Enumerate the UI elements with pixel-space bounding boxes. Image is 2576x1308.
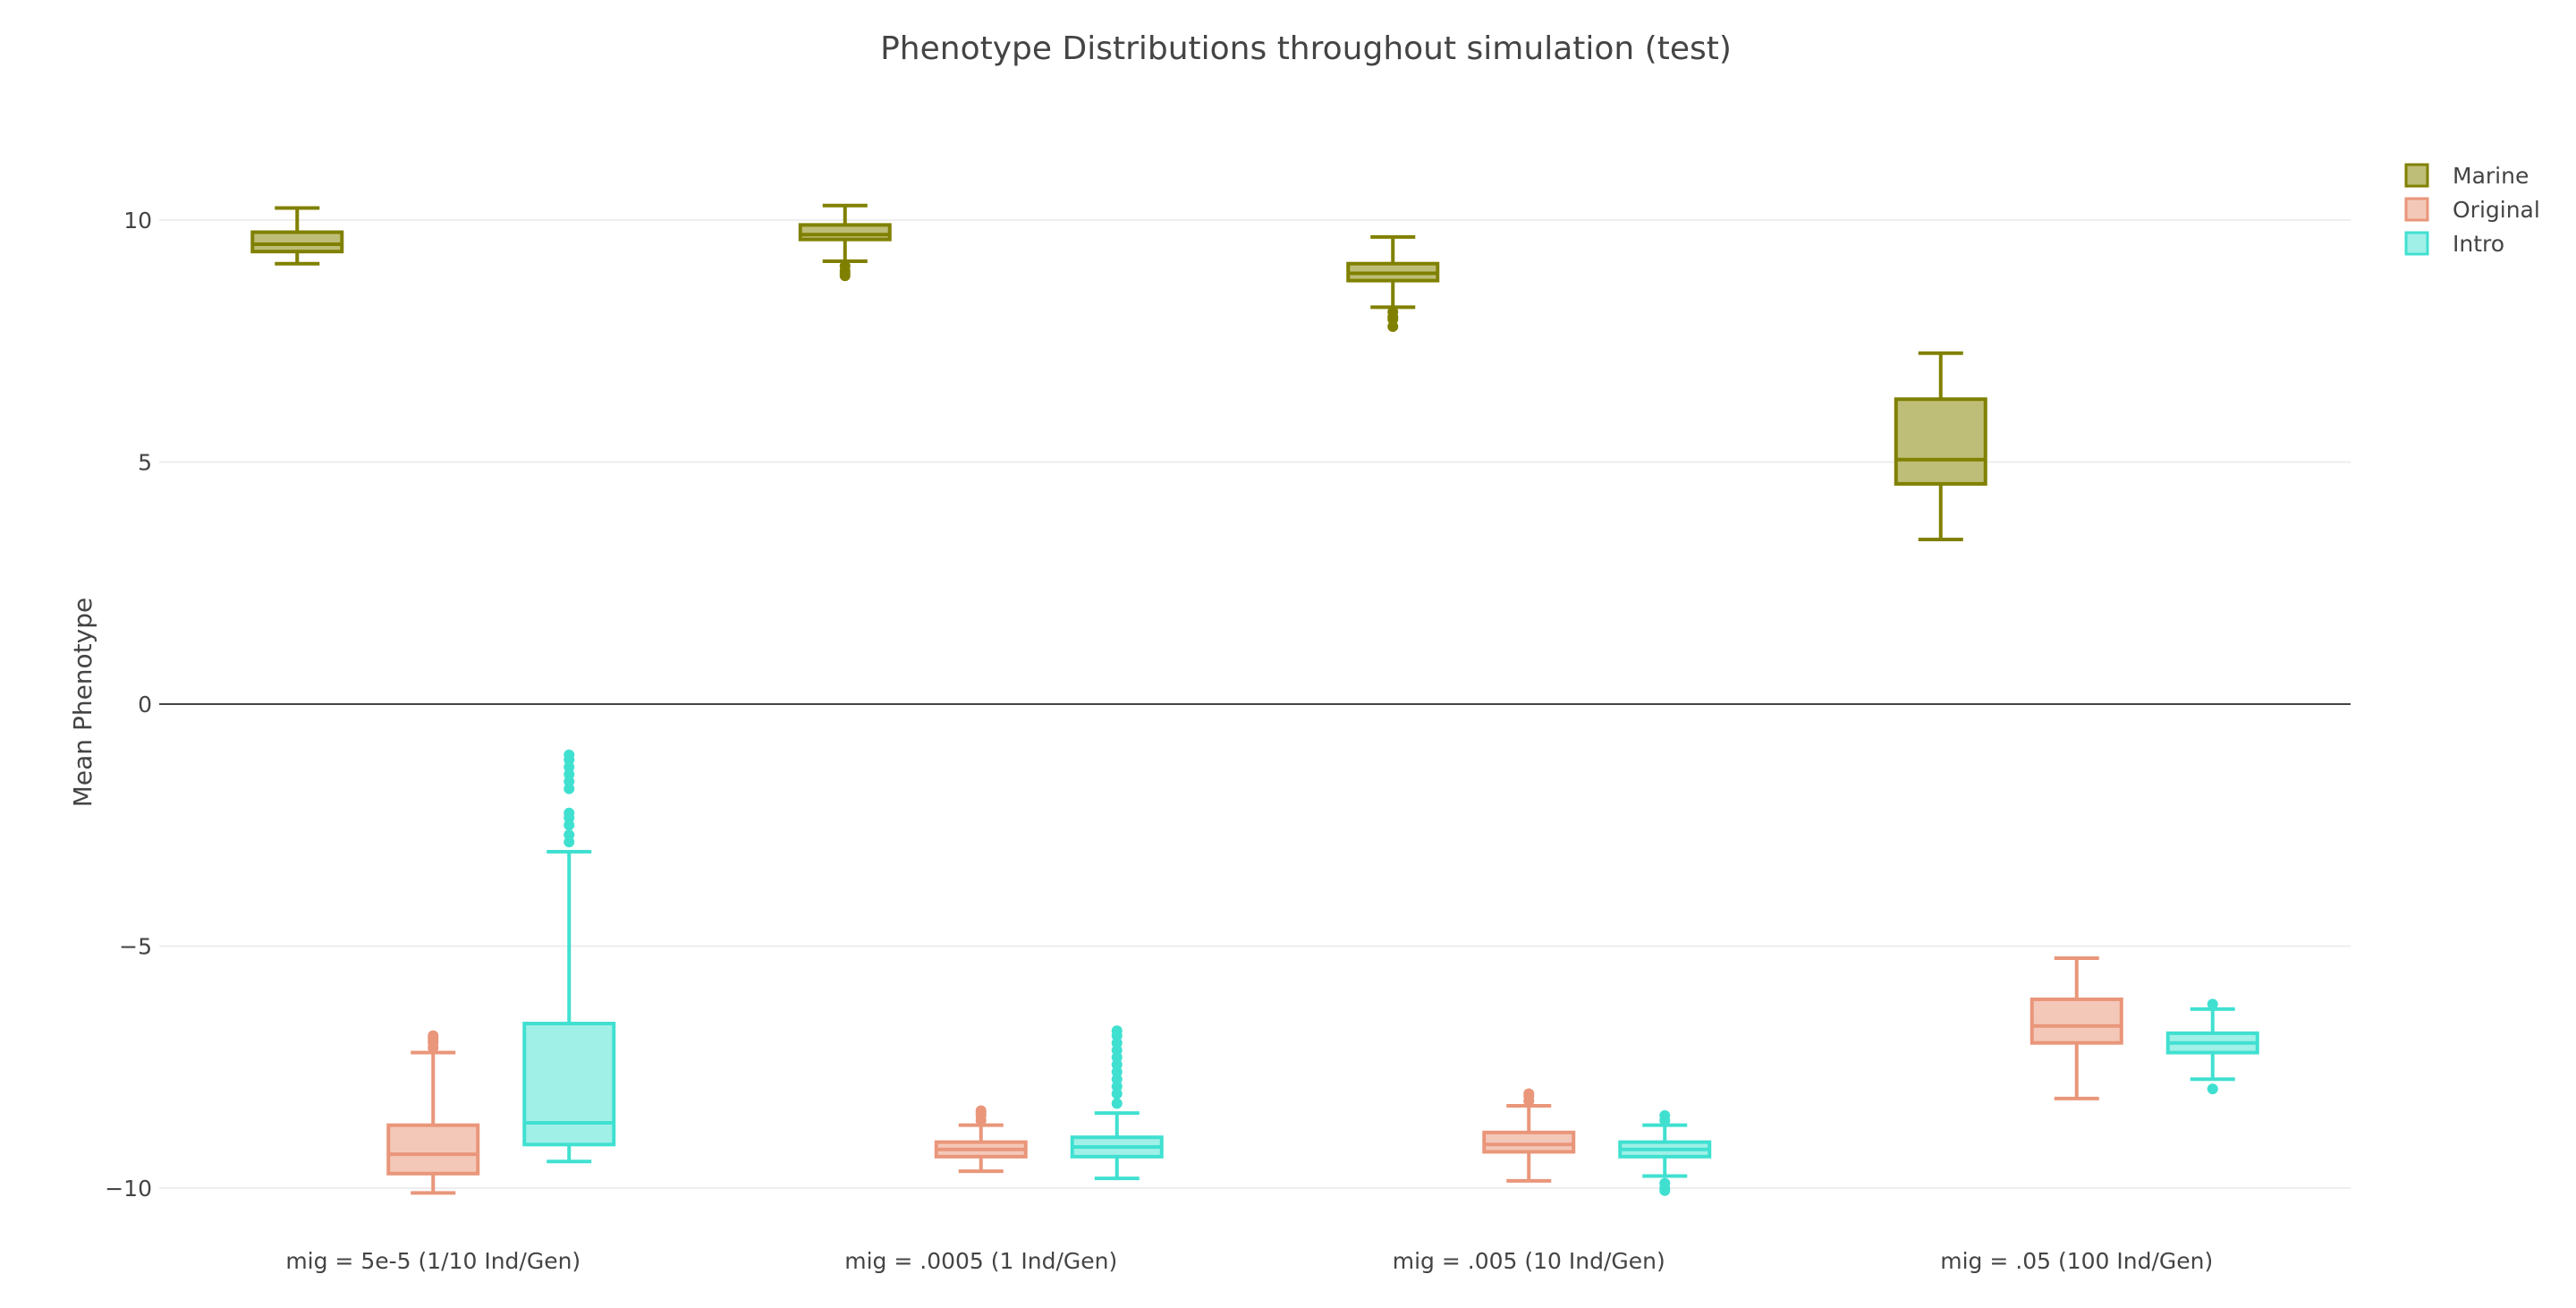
- outlier-point: [428, 1030, 439, 1041]
- box-iqr: [1894, 397, 1987, 486]
- y-tick-label: 5: [138, 450, 152, 476]
- x-category-label: mig = 5e-5 (1/10 Ind/Gen): [285, 1248, 580, 1274]
- legend-label: Original: [2453, 197, 2540, 223]
- box-iqr: [522, 1022, 616, 1147]
- y-tick-label: −5: [119, 934, 152, 960]
- y-axis: 10 5 0 −5 −10: [105, 208, 152, 1202]
- outlier-point: [839, 270, 851, 282]
- x-category-label: mig = .05 (100 Ind/Gen): [1940, 1248, 2213, 1274]
- box-iqr: [386, 1123, 480, 1176]
- gridlines: [159, 219, 2351, 1189]
- outlier-point: [1523, 1088, 1535, 1100]
- legend-item-original[interactable]: Original: [2404, 197, 2540, 223]
- box-original-1[interactable]: [934, 1105, 1028, 1174]
- legend-label: Marine: [2453, 163, 2529, 189]
- box-iqr: [798, 223, 892, 242]
- box-intro-3[interactable]: [2165, 998, 2259, 1095]
- box-marine-1[interactable]: [798, 203, 892, 282]
- box-iqr: [1482, 1130, 1576, 1154]
- box-iqr: [2029, 998, 2123, 1045]
- outlier-point: [1111, 1098, 1123, 1109]
- outlier-point: [564, 749, 575, 760]
- legend-label: Intro: [2453, 231, 2504, 257]
- x-category-label: mig = .0005 (1 Ind/Gen): [844, 1248, 1117, 1274]
- outlier-point: [564, 829, 575, 841]
- outlier-point: [1111, 1025, 1123, 1037]
- box-original-0[interactable]: [386, 1030, 480, 1195]
- box-original-3[interactable]: [2029, 956, 2123, 1100]
- legend-swatch: [2404, 163, 2429, 188]
- outlier-point: [1387, 321, 1399, 333]
- box-intro-0[interactable]: [522, 749, 616, 1164]
- x-axis: mig = 5e-5 (1/10 Ind/Gen) mig = .0005 (1 …: [285, 1248, 2213, 1274]
- box-marine-2[interactable]: [1346, 234, 1440, 333]
- outlier-point: [2207, 998, 2218, 1010]
- y-tick-label: 10: [123, 208, 152, 234]
- box-marine-3[interactable]: [1894, 351, 1987, 542]
- legend-item-intro[interactable]: Intro: [2404, 231, 2504, 257]
- x-category-label: mig = .005 (10 Ind/Gen): [1393, 1248, 1665, 1274]
- box-original-2[interactable]: [1482, 1088, 1576, 1183]
- y-axis-title: Mean Phenotype: [68, 598, 97, 807]
- box-iqr: [250, 230, 344, 254]
- box-series: [250, 203, 2259, 1196]
- outlier-point: [2207, 1083, 2218, 1095]
- outlier-point: [1659, 1109, 1671, 1121]
- box-marine-0[interactable]: [250, 206, 344, 266]
- legend-item-marine[interactable]: Marine: [2404, 163, 2529, 189]
- legend-swatch: [2404, 197, 2429, 222]
- box-intro-1[interactable]: [1070, 1025, 1164, 1181]
- outlier-point: [564, 807, 575, 819]
- box-intro-2[interactable]: [1618, 1109, 1712, 1196]
- y-tick-label: −10: [105, 1176, 152, 1202]
- chart-title: Phenotype Distributions throughout simul…: [880, 30, 1732, 67]
- legend-swatch: [2404, 231, 2429, 256]
- outlier-point: [975, 1105, 987, 1117]
- y-tick-label: 0: [138, 692, 152, 718]
- legend[interactable]: Marine Original Intro: [2404, 163, 2540, 257]
- outlier-point: [1659, 1185, 1671, 1196]
